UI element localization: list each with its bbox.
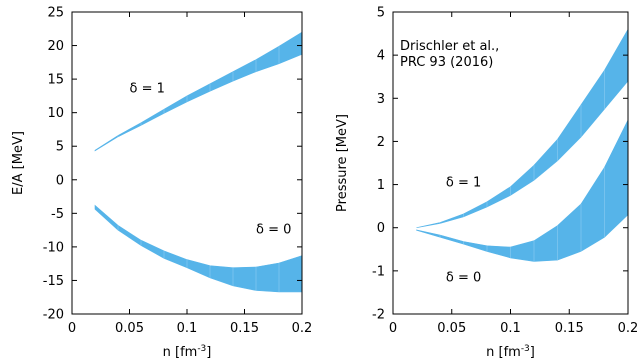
x-axis-label: n [fm-3]: [163, 344, 212, 360]
x-axis-label: n [fm-3]: [486, 344, 535, 360]
y-tick-label: -15: [43, 274, 64, 289]
band-annotation: δ = 0: [256, 222, 291, 237]
chart-panel-2: 0 0.05 0.1 0.15 0.2 -2 -1 0 1 2 3 4 5 Pressure [MeV] n…: [335, 6, 638, 361]
y-tick-label: -1: [372, 264, 385, 279]
y-tick-label: -5: [51, 207, 64, 222]
x-tick-label: 0: [389, 321, 397, 336]
y-tick-label: -2: [372, 308, 385, 323]
reference-label: Drischler et al.,: [400, 39, 499, 54]
x-tick-label: 0.15: [555, 321, 584, 336]
y-axis-label: Pressure [MeV]: [335, 114, 350, 212]
y-tick-label: 20: [47, 39, 64, 54]
band-annotation: δ = 1: [130, 82, 165, 97]
band-annotation: δ = 0: [446, 271, 481, 286]
y-tick-label: 2: [377, 135, 385, 150]
y-tick-label: 4: [377, 49, 385, 64]
y-tick-label: 15: [47, 73, 64, 88]
x-tick-label: 0.1: [500, 321, 521, 336]
band-1: [94, 31, 303, 152]
reference-label: PRC 93 (2016): [400, 55, 493, 70]
x-tick-label: 0.2: [618, 321, 639, 336]
y-tick-label: 10: [47, 106, 64, 121]
y-tick-label: -20: [43, 308, 64, 323]
y-tick-label: 3: [377, 92, 385, 107]
y-tick-label: -10: [43, 240, 64, 255]
x-tick-label: 0: [68, 321, 76, 336]
x-tick-label: 0.1: [177, 321, 198, 336]
x-tick-label: 0.05: [437, 321, 466, 336]
band-2: [94, 204, 303, 293]
y-tick-label: 0: [56, 173, 64, 188]
band-annotation: δ = 1: [446, 176, 481, 191]
chart-panel-1: 0 0.05 0.1 0.15 0.2 -20 -15 -10 -5 0 5 10 15 20 25 E/A …: [11, 6, 312, 361]
y-tick-label: 1: [377, 178, 385, 193]
x-tick-label: 0.05: [115, 321, 144, 336]
y-tick-label: 5: [56, 140, 64, 155]
y-tick-label: 5: [377, 6, 385, 21]
y-tick-label: 25: [47, 6, 64, 21]
y-axis-label: E/A [MeV]: [11, 131, 26, 195]
x-tick-label: 0.15: [230, 321, 259, 336]
x-tick-label: 0.2: [292, 321, 313, 336]
y-tick-label: 0: [377, 221, 385, 236]
